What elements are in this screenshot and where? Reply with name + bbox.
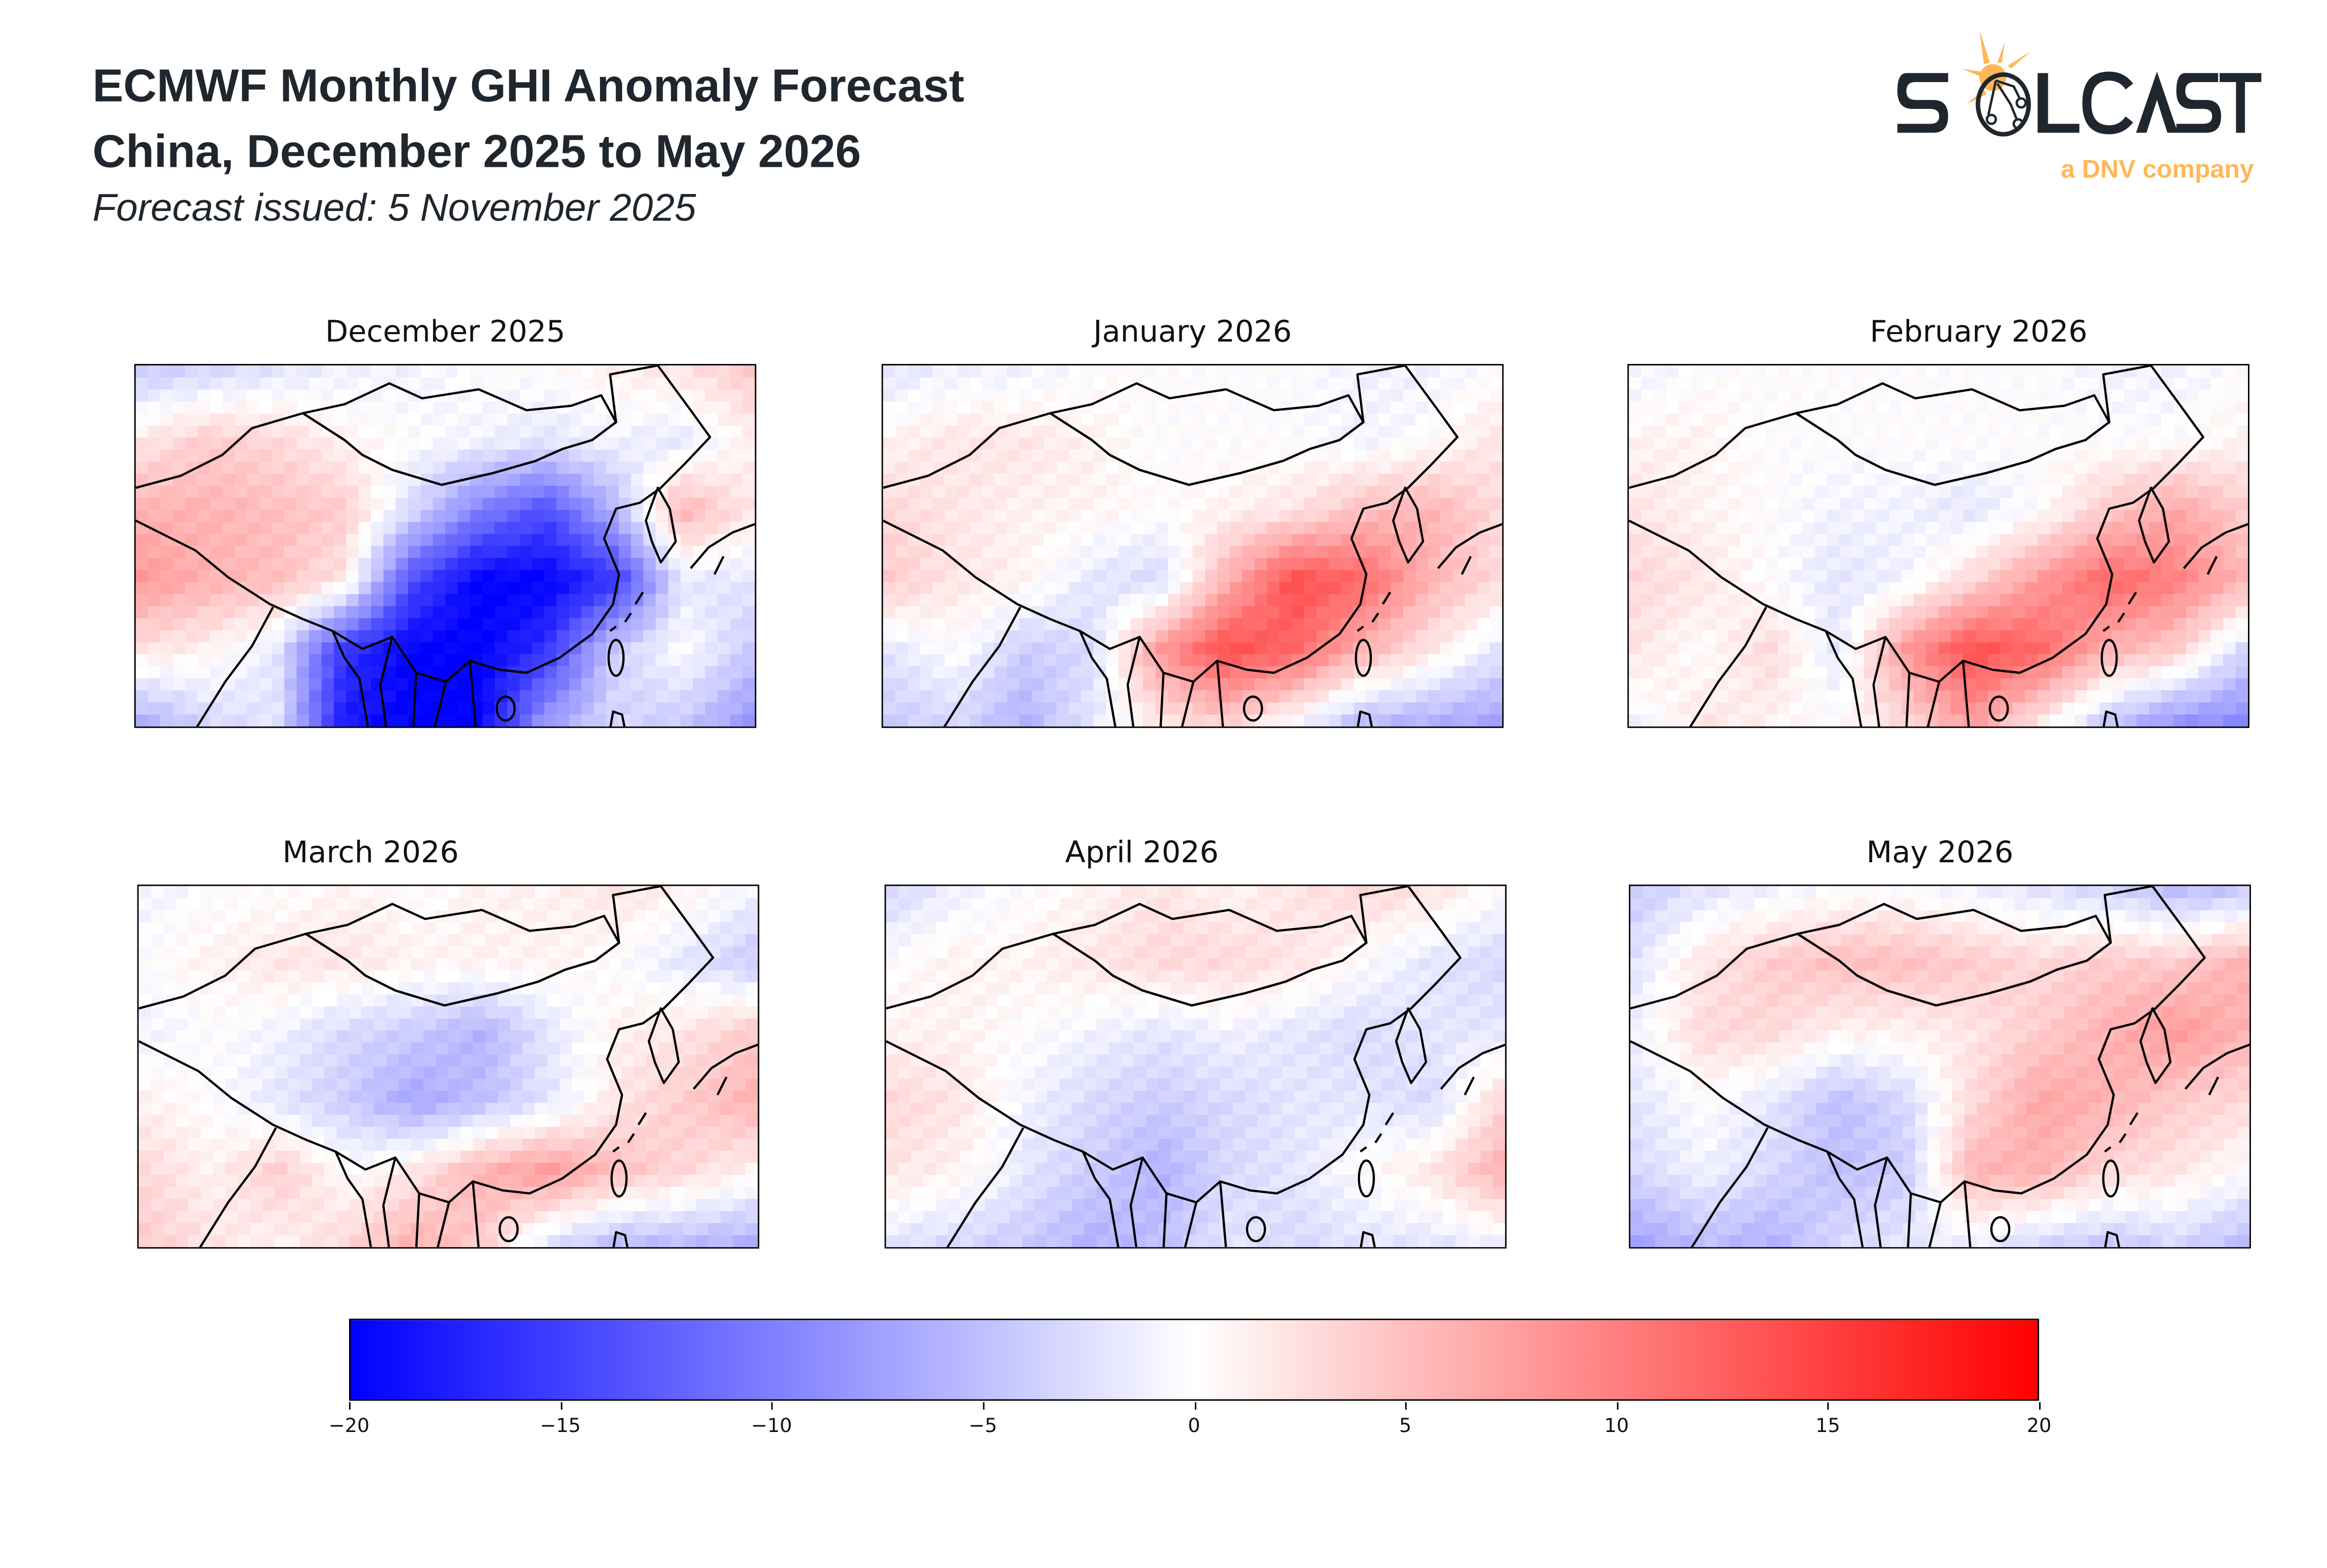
anomaly-map — [1628, 884, 2251, 1249]
forecast-issued: Forecast issued: 5 November 2025 — [92, 185, 696, 230]
panel-february-2026: February 2026 — [1627, 313, 2250, 728]
coastlines-borders — [883, 365, 1504, 728]
panel-title: February 2026 — [1870, 313, 2088, 350]
heatmap — [135, 365, 755, 727]
anomaly-map — [137, 884, 760, 1249]
panel-title: April 2026 — [1065, 834, 1219, 870]
panel-title: March 2026 — [282, 834, 459, 870]
coastlines-borders — [1631, 886, 2251, 1248]
coastlines-borders — [135, 365, 756, 728]
colorbar-tick-label: 0 — [1149, 1402, 1238, 1438]
heatmap — [139, 886, 758, 1247]
coastlines-borders — [886, 886, 1506, 1248]
panel-title: December 2025 — [325, 313, 566, 350]
logo-tagline: a DNV company — [2061, 155, 2254, 184]
colorbar-tick-label: −20 — [304, 1402, 394, 1438]
panel-march-2026: March 2026 — [137, 834, 760, 1249]
heatmap — [1630, 886, 2250, 1247]
colorbar-tick-label: 20 — [1994, 1402, 2084, 1438]
panel-january-2026: January 2026 — [881, 313, 1504, 728]
panel-title: May 2026 — [1866, 834, 2014, 870]
colorbar-tick-label: 5 — [1361, 1402, 1450, 1438]
panel-december-2025: December 2025 — [134, 313, 757, 728]
panel-may-2026: May 2026 — [1628, 834, 2251, 1249]
coastlines-borders — [139, 886, 759, 1248]
anomaly-map — [1627, 364, 2250, 728]
anomaly-map — [881, 364, 1504, 728]
coastlines-borders — [1629, 365, 2250, 728]
colorbar-tick-label: −15 — [516, 1402, 605, 1438]
heatmap — [886, 886, 1505, 1247]
heatmap — [1628, 365, 2248, 727]
colorbar-tick-label: −10 — [727, 1402, 816, 1438]
colorbar-tick-label: 10 — [1572, 1402, 1661, 1438]
colorbar-tick-label: −5 — [938, 1402, 1027, 1438]
panel-title: January 2026 — [1093, 313, 1292, 350]
title-line-1: ECMWF Monthly GHI Anomaly Forecast — [92, 60, 964, 112]
colorbar-tick-label: 15 — [1783, 1402, 1872, 1438]
anomaly-map — [134, 364, 757, 728]
heatmap — [883, 365, 1502, 727]
colorbar — [349, 1319, 2040, 1401]
panel-april-2026: April 2026 — [884, 834, 1507, 1249]
sun-icon — [1961, 30, 2032, 105]
solcast-logo — [1894, 30, 2267, 149]
anomaly-map — [884, 884, 1507, 1249]
title-line-2: China, December 2025 to May 2026 — [92, 125, 861, 178]
